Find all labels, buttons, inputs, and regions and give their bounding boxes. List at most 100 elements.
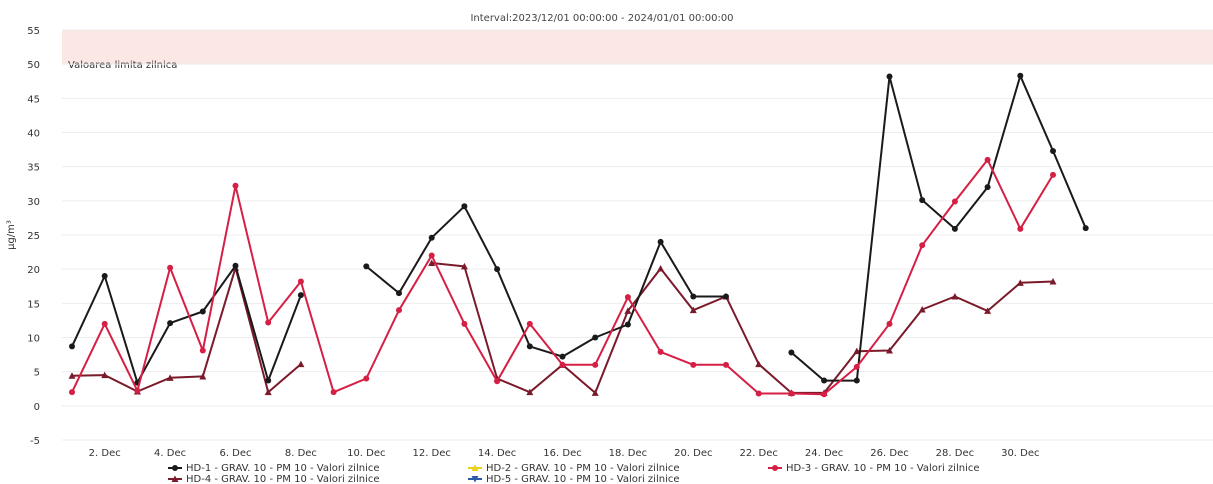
data-point[interactable] (232, 182, 239, 189)
data-point[interactable] (428, 259, 436, 267)
data-point[interactable] (592, 361, 599, 368)
legend-marker[interactable] (772, 465, 778, 471)
data-point[interactable] (265, 319, 272, 326)
data-point[interactable] (1017, 72, 1024, 79)
data-point[interactable] (232, 262, 239, 269)
legend-marker[interactable] (471, 476, 479, 483)
data-point[interactable] (199, 372, 207, 380)
data-point[interactable] (788, 349, 795, 356)
legend-item-1[interactable]: HD-1 - GRAV. 10 - PM 10 - Valori zilnice (168, 463, 380, 474)
data-point[interactable] (167, 320, 174, 327)
data-point[interactable] (919, 242, 926, 249)
data-point[interactable] (1016, 279, 1024, 286)
data-point[interactable] (199, 347, 206, 354)
data-point[interactable] (755, 390, 762, 397)
data-point[interactable] (494, 378, 501, 385)
data-point[interactable] (264, 388, 272, 396)
data-point[interactable] (821, 377, 828, 384)
data-point[interactable] (199, 308, 206, 315)
data-point[interactable] (624, 294, 631, 301)
data-point[interactable] (657, 264, 665, 272)
data-point[interactable] (690, 361, 697, 368)
data-point[interactable] (951, 225, 958, 232)
data-point[interactable] (624, 321, 631, 328)
data-point[interactable] (363, 263, 370, 270)
data-point[interactable] (984, 307, 992, 314)
data-point[interactable] (591, 389, 599, 396)
data-point[interactable] (984, 184, 991, 191)
data-point[interactable] (984, 156, 991, 163)
data-point[interactable] (101, 273, 108, 279)
data-point[interactable] (363, 375, 370, 382)
data-point[interactable] (396, 290, 402, 297)
data-point[interactable] (559, 353, 566, 360)
data-point[interactable] (494, 266, 501, 273)
y-tick-label: 35 (27, 163, 40, 174)
data-point[interactable] (428, 252, 435, 259)
data-point[interactable] (330, 389, 337, 396)
x-tick-label: 4. Dec (154, 448, 186, 459)
legend-marker[interactable] (172, 465, 178, 471)
data-point[interactable] (134, 387, 141, 394)
legend-item-2[interactable]: HD-2 - GRAV. 10 - PM 10 - Valori zilnice (468, 463, 680, 474)
data-point[interactable] (951, 198, 958, 205)
legend-item-5[interactable]: HD-5 - GRAV. 10 - PM 10 - Valori zilnice (468, 474, 680, 484)
legend[interactable]: HD-1 - GRAV. 10 - PM 10 - Valori zilnice… (168, 463, 980, 484)
data-point[interactable] (297, 360, 305, 368)
data-point[interactable] (69, 389, 75, 396)
data-point[interactable] (690, 293, 697, 300)
data-point[interactable] (755, 360, 763, 368)
data-point[interactable] (624, 307, 632, 314)
series-line (71, 266, 302, 394)
limit-band-label: Valoarea limita zilnica (68, 60, 177, 71)
data-point[interactable] (461, 203, 468, 210)
data-point[interactable] (918, 305, 926, 313)
data-point[interactable] (167, 264, 174, 271)
data-point[interactable] (526, 388, 534, 396)
legend-item-3[interactable]: HD-3 - GRAV. 10 - PM 10 - Valori zilnice (768, 463, 980, 474)
data-point[interactable] (1017, 225, 1024, 232)
data-point[interactable] (592, 334, 599, 341)
data-point[interactable] (657, 238, 664, 245)
data-point[interactable] (689, 306, 697, 314)
legend-item-4[interactable]: HD-4 - GRAV. 10 - PM 10 - Valori zilnice (168, 474, 380, 484)
data-point[interactable] (461, 320, 468, 327)
data-point[interactable] (69, 343, 75, 350)
data-point[interactable] (396, 307, 402, 314)
data-point[interactable] (460, 262, 468, 270)
data-point[interactable] (1082, 225, 1089, 232)
data-point[interactable] (853, 347, 861, 355)
data-point[interactable] (788, 390, 795, 397)
data-point[interactable] (68, 372, 76, 379)
data-point[interactable] (853, 363, 860, 370)
data-point[interactable] (886, 346, 893, 354)
data-point[interactable] (821, 391, 828, 398)
data-point[interactable] (297, 292, 304, 299)
data-point[interactable] (1050, 171, 1056, 178)
data-point[interactable] (526, 320, 533, 327)
data-point[interactable] (1049, 277, 1057, 285)
data-point[interactable] (265, 377, 272, 384)
data-point[interactable] (951, 293, 959, 300)
data-point[interactable] (919, 197, 926, 204)
data-point[interactable] (559, 361, 566, 368)
data-point[interactable] (1050, 147, 1056, 154)
data-point[interactable] (853, 377, 860, 384)
data-point[interactable] (723, 293, 729, 300)
data-point[interactable] (166, 374, 174, 381)
data-point[interactable] (101, 320, 108, 327)
data-point[interactable] (657, 348, 664, 355)
data-point[interactable] (297, 278, 304, 285)
data-point[interactable] (723, 361, 729, 368)
y-tick-label: 10 (27, 334, 40, 345)
data-point[interactable] (886, 73, 893, 80)
legend-marker[interactable] (171, 475, 179, 483)
data-point[interactable] (886, 320, 893, 327)
x-tick-label: 28. Dec (936, 448, 974, 459)
legend-marker[interactable] (471, 464, 479, 472)
data-point[interactable] (526, 343, 533, 350)
data-point[interactable] (428, 234, 435, 241)
data-point[interactable] (101, 371, 109, 379)
series-line (790, 74, 1087, 382)
